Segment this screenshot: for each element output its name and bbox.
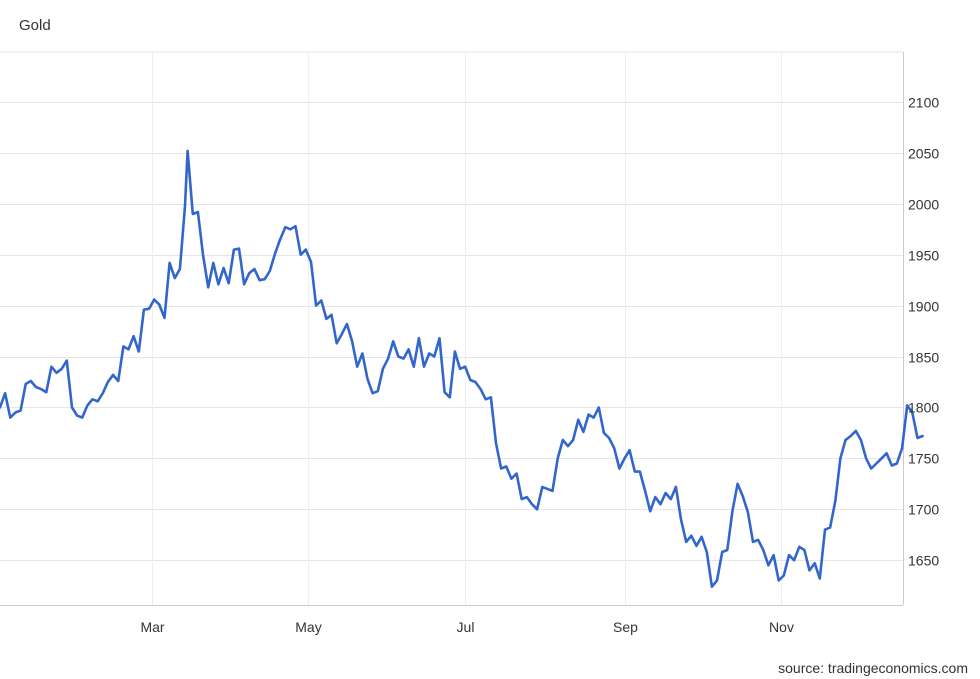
x-tick-label: Sep [613,619,638,635]
x-tick-label: Nov [769,619,794,635]
y-tick-label: 1750 [908,451,939,467]
y-tick-label: 1800 [908,400,939,416]
price-series [0,149,924,588]
chart-title: Gold [19,17,51,34]
y-tick-label: 1850 [908,350,939,366]
grid-lines [0,51,903,605]
y-tick-label: 1650 [908,553,939,569]
source-note: source: tradingeconomics.com [778,660,968,676]
y-tick-label: 2000 [908,197,939,213]
series-line-0 [0,149,924,588]
tick-labels: 1650 1700 1750 1800 1850 1900 1950 2000 2050 2100… [140,95,939,636]
y-tick-label: 1700 [908,502,939,518]
x-tick-label: Mar [140,619,164,635]
x-tick-label: Jul [457,619,475,635]
y-tick-label: 2050 [908,146,939,162]
axes [0,52,904,606]
y-tick-label: 1900 [908,299,939,315]
x-tick-label: May [295,619,321,635]
y-tick-label: 1950 [908,248,939,264]
y-tick-label: 2100 [908,95,939,111]
